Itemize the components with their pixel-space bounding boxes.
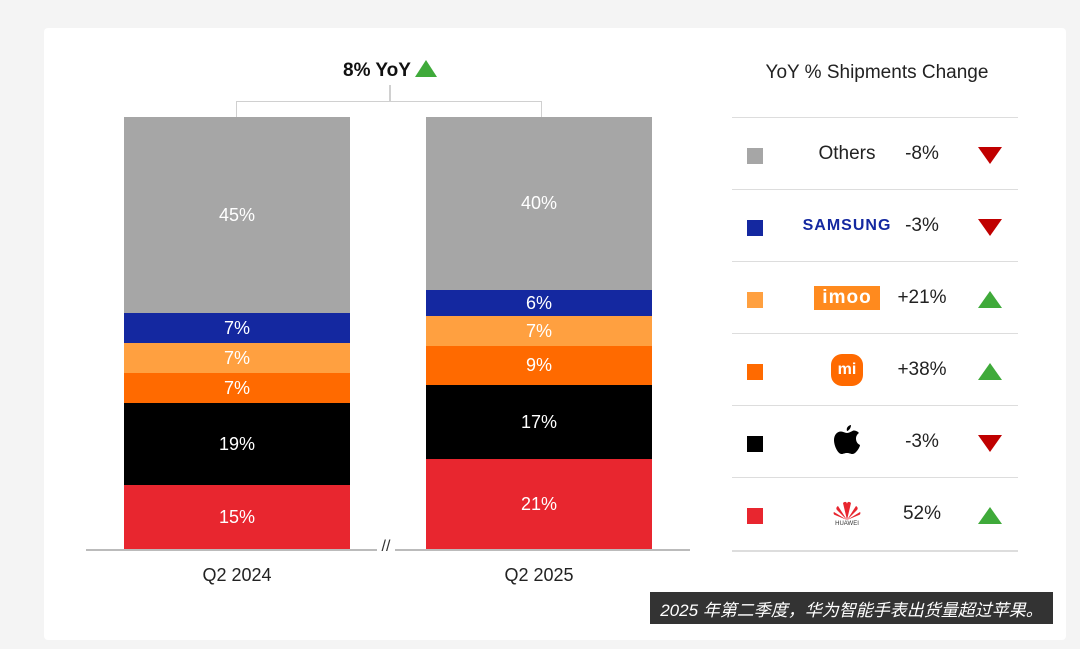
data-label: 21% [520, 494, 558, 514]
legend-swatch [747, 436, 763, 452]
data-label: 6% [525, 292, 552, 313]
imoo-logo: imoo [814, 286, 880, 310]
data-label: 40% [520, 193, 558, 213]
apple-logo-icon [833, 422, 861, 462]
bar-segment-apple: 19% [124, 403, 350, 485]
data-label: 19% [218, 433, 256, 454]
yoy-text: 8% YoY [343, 60, 411, 81]
legend-brand: HUAWEI [782, 478, 912, 550]
bar-0: 15% 19% 7% 7% 7% 45% [124, 117, 350, 550]
bar-segment-huawei: 21% [426, 459, 652, 550]
data-label: 7% [223, 377, 250, 398]
down-triangle-icon [978, 219, 1002, 236]
legend-swatch [747, 292, 763, 308]
data-label: 45% [218, 204, 256, 225]
legend-brand: SAMSUNG [782, 190, 912, 262]
legend-brand [782, 406, 912, 478]
legend-change: -3% [905, 215, 939, 236]
bracket-stem [389, 85, 391, 102]
data-label: 17% [520, 411, 558, 432]
up-triangle-icon [978, 291, 1002, 308]
huawei-logo: HUAWEI [832, 501, 862, 527]
legend-row: -3% [732, 405, 1018, 477]
legend-row: SAMSUNG -3% [732, 189, 1018, 261]
down-triangle-icon [978, 435, 1002, 452]
legend-row: mi +38% [732, 333, 1018, 405]
yoy-annotation: 8% YoY [300, 60, 480, 82]
legend-title: YoY % Shipments Change [765, 62, 989, 83]
legend-row: HUAWEI 52% [732, 477, 1018, 549]
legend-swatch [747, 148, 763, 164]
x-tick-label: Q2 2024 [202, 565, 272, 585]
legend-change: -3% [905, 431, 939, 452]
legend-brand: Others [782, 118, 912, 190]
legend-change: +38% [897, 359, 947, 380]
bar-segment-others: 45% [124, 117, 350, 313]
bar-segment-samsung: 7% [124, 313, 350, 343]
legend-change: -8% [905, 143, 939, 164]
down-triangle-icon [978, 147, 1002, 164]
bar-segment-imoo: 7% [426, 316, 652, 346]
axis-break: // [377, 538, 395, 556]
legend-change: 52% [902, 503, 942, 524]
legend-swatch [747, 508, 763, 524]
x-tick-label: Q2 2025 [504, 565, 574, 585]
legend-swatch [747, 220, 763, 236]
bar-segment-others: 40% [426, 117, 652, 290]
bracket [236, 101, 542, 117]
data-label: 7% [525, 320, 552, 341]
up-triangle-icon [414, 60, 437, 77]
up-triangle-icon [978, 363, 1002, 380]
bar-segment-xiaomi: 9% [426, 346, 652, 385]
legend-row: imoo +21% [732, 261, 1018, 333]
legend-change: +21% [897, 287, 947, 308]
legend-brand: imoo [782, 262, 912, 334]
data-label: 9% [525, 355, 552, 375]
brand-label: Others [818, 143, 876, 164]
data-label: 7% [223, 347, 250, 368]
caption: 2025 年第二季度，华为智能手表出货量超过苹果。 [650, 592, 1053, 624]
legend-row: Others -8% [732, 117, 1018, 189]
bar-segment-apple: 17% [426, 385, 652, 459]
bar-segment-imoo: 7% [124, 343, 350, 373]
legend-divider [732, 550, 1018, 552]
bar-segment-xiaomi: 7% [124, 373, 350, 403]
up-triangle-icon [978, 507, 1002, 524]
xiaomi-logo: mi [831, 354, 863, 386]
legend-brand: mi [782, 334, 912, 406]
bar-1: 21% 17% 9% 7% 6% 40% [426, 117, 652, 550]
data-label: 15% [218, 507, 256, 527]
legend-swatch [747, 364, 763, 380]
bar-segment-huawei: 15% [124, 485, 350, 550]
bar-segment-samsung: 6% [426, 290, 652, 316]
data-label: 7% [223, 317, 250, 338]
samsung-logo: SAMSUNG [802, 217, 892, 234]
